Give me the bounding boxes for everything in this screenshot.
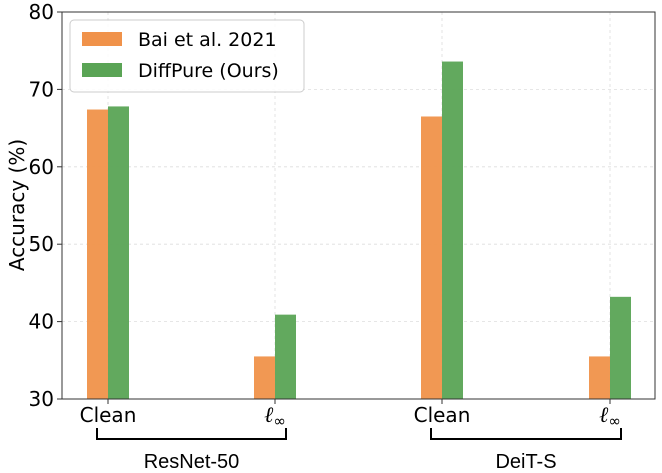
bar-bai-0: [87, 109, 108, 400]
legend: Bai et al. 2021 DiffPure (Ours): [69, 19, 305, 93]
bar-diffpure-3: [610, 296, 631, 399]
bar-bai-2: [421, 116, 442, 400]
group-labels: ResNet-50 DeiT-S: [96, 428, 622, 473]
legend-swatch: [82, 63, 122, 77]
y-tick-label: 50: [29, 232, 54, 256]
legend-label: Bai et al. 2021: [138, 29, 277, 51]
group-label: DeiT-S: [495, 451, 556, 473]
group-bracket: [430, 428, 622, 440]
legend-box: [69, 19, 305, 93]
group-label: ResNet-50: [144, 451, 240, 473]
plot-frame: [61, 11, 656, 400]
x-tick-label: Clean: [80, 403, 137, 427]
bars: [87, 61, 631, 400]
bar-diffpure-0: [108, 106, 129, 399]
x-tick-label: Clean: [414, 403, 471, 427]
x-tick-label: ℓ∞: [264, 403, 286, 430]
group-bracket: [96, 428, 287, 440]
bar-diffpure-1: [275, 314, 296, 399]
y-tick-label: 70: [29, 77, 54, 101]
legend-swatch: [82, 32, 122, 46]
bar-diffpure-2: [442, 61, 463, 399]
x-tick-label: ℓ∞: [599, 403, 621, 430]
y-tick-label: 30: [29, 387, 54, 411]
legend-label: DiffPure (Ours): [138, 60, 279, 82]
y-tick-label: 60: [29, 155, 54, 179]
y-tick-label: 40: [29, 310, 54, 334]
bar-bai-3: [589, 356, 610, 399]
y-tick-label: 80: [29, 0, 54, 24]
y-axis-ticks: 30 40 50 60 70 80: [29, 0, 62, 411]
y-axis-label: Accuracy (%): [5, 139, 29, 271]
bar-bai-1: [254, 356, 275, 399]
x-axis-ticks: Clean ℓ∞ Clean ℓ∞: [80, 399, 621, 430]
